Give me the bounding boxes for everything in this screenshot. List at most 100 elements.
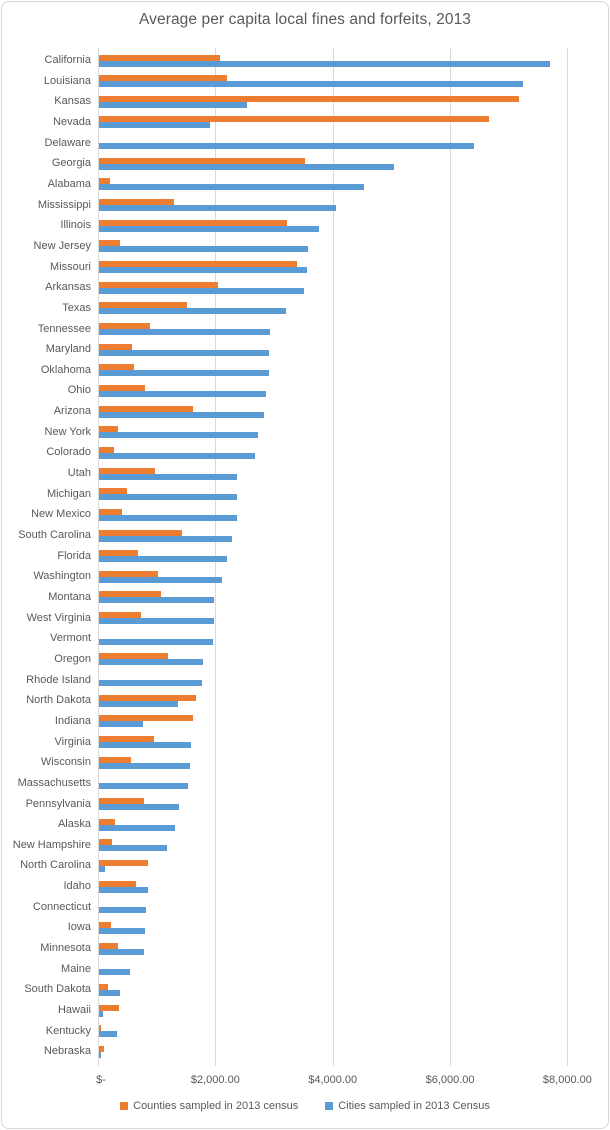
- category-label: Maryland: [45, 343, 91, 356]
- category-label: Louisiana: [43, 74, 91, 87]
- gridline: [567, 48, 569, 1066]
- category-label: Virginia: [54, 735, 92, 748]
- category-row: North Dakota: [0, 690, 610, 711]
- cities-bar: [99, 390, 267, 397]
- cities-bar: [99, 824, 175, 831]
- counties-bar: [99, 715, 194, 722]
- category-label: Massachusetts: [17, 776, 91, 789]
- cities-bar: [99, 783, 188, 790]
- counties-bar: [99, 839, 113, 846]
- category-label: Florida: [57, 549, 91, 562]
- cities-bar: [99, 1051, 102, 1058]
- legend-item-cities: Cities sampled in 2013 Census: [325, 1100, 490, 1112]
- category-row: Virginia: [0, 732, 610, 753]
- category-label: Mississippi: [37, 198, 91, 211]
- category-row: New Jersey: [0, 236, 610, 257]
- category-row: Texas: [0, 298, 610, 319]
- cities-swatch-icon: [325, 1102, 334, 1110]
- category-row: Oregon: [0, 649, 610, 670]
- counties-bar: [99, 653, 168, 660]
- category-row: Vermont: [0, 628, 610, 649]
- counties-bar: [99, 240, 120, 247]
- cities-bar: [99, 514, 238, 521]
- counties-bar: [99, 364, 135, 371]
- category-row: Colorado: [0, 443, 610, 464]
- cities-bar: [99, 184, 365, 191]
- counties-bar: [99, 75, 228, 82]
- cities-bar: [99, 762, 190, 769]
- category-label: Ohio: [67, 384, 91, 397]
- counties-bar: [99, 550, 139, 557]
- counties-bar: [99, 818, 115, 825]
- counties-bar: [99, 942, 118, 949]
- category-label: Indiana: [54, 714, 91, 727]
- cities-bar: [99, 969, 130, 976]
- counties-bar: [99, 880, 136, 887]
- gridline: [98, 48, 99, 1066]
- cities-bar: [99, 845, 168, 852]
- category-row: Kentucky: [0, 1021, 610, 1042]
- category-label: West Virginia: [26, 611, 91, 624]
- category-row: Alabama: [0, 174, 610, 195]
- chart-legend: Counties sampled in 2013 census Cities s…: [0, 1100, 610, 1112]
- category-row: Maine: [0, 959, 610, 980]
- category-row: Wisconsin: [0, 752, 610, 773]
- legend-label-counties: Counties sampled in 2013 census: [133, 1100, 299, 1112]
- counties-bar: [99, 219, 287, 226]
- x-axis-tick-label: $8,000.00: [542, 1074, 592, 1086]
- cities-bar: [99, 349, 270, 356]
- category-row: Indiana: [0, 711, 610, 732]
- counties-bar: [99, 798, 144, 805]
- category-row: Maryland: [0, 339, 610, 360]
- category-label: North Carolina: [20, 859, 91, 872]
- counties-bar: [99, 302, 187, 309]
- x-axis-tick-label: $-: [96, 1074, 106, 1086]
- category-label: North Dakota: [26, 694, 91, 707]
- counties-bar: [99, 446, 114, 453]
- category-row: West Virginia: [0, 608, 610, 629]
- counties-bar: [99, 570, 158, 577]
- counties-bar: [99, 323, 151, 329]
- category-label: Kentucky: [45, 1024, 91, 1037]
- category-row: Nebraska: [0, 1042, 610, 1063]
- cities-bar: [99, 1031, 118, 1038]
- counties-bar: [99, 343, 132, 350]
- x-axis-tick-label: $2,000.00: [190, 1074, 240, 1086]
- category-row: Florida: [0, 546, 610, 567]
- category-label: New Hampshire: [12, 838, 91, 851]
- category-row: Idaho: [0, 876, 610, 897]
- category-row: Arizona: [0, 401, 610, 422]
- counties-bar: [99, 921, 111, 928]
- cities-bar: [99, 473, 238, 480]
- category-row: Michigan: [0, 484, 610, 505]
- counties-bar: [99, 694, 197, 701]
- category-row: New York: [0, 422, 610, 443]
- category-row: Delaware: [0, 133, 610, 154]
- category-label: Arizona: [53, 405, 91, 418]
- cities-bar: [99, 638, 213, 645]
- cities-bar: [99, 907, 146, 914]
- category-row: Massachusetts: [0, 773, 610, 794]
- category-row: Missouri: [0, 257, 610, 278]
- cities-bar: [99, 287, 304, 294]
- cities-bar: [99, 329, 270, 335]
- category-row: Hawaii: [0, 1000, 610, 1021]
- category-row: Connecticut: [0, 897, 610, 918]
- counties-bar: [99, 199, 174, 206]
- category-label: Delaware: [44, 136, 91, 149]
- counties-bar: [99, 1025, 102, 1032]
- category-row: Nevada: [0, 112, 610, 133]
- counties-bar: [99, 405, 193, 412]
- counties-bar: [99, 281, 218, 288]
- category-label: Minnesota: [40, 942, 91, 955]
- category-label: Hawaii: [57, 1004, 91, 1017]
- category-label: Oklahoma: [40, 363, 91, 376]
- cities-bar: [99, 370, 270, 377]
- category-label: New Jersey: [33, 239, 91, 252]
- category-label: Utah: [67, 467, 91, 480]
- counties-bar: [99, 157, 305, 164]
- cities-bar: [99, 1010, 104, 1017]
- category-label: South Carolina: [18, 529, 91, 542]
- counties-bar: [99, 508, 122, 515]
- category-label: Colorado: [46, 446, 91, 459]
